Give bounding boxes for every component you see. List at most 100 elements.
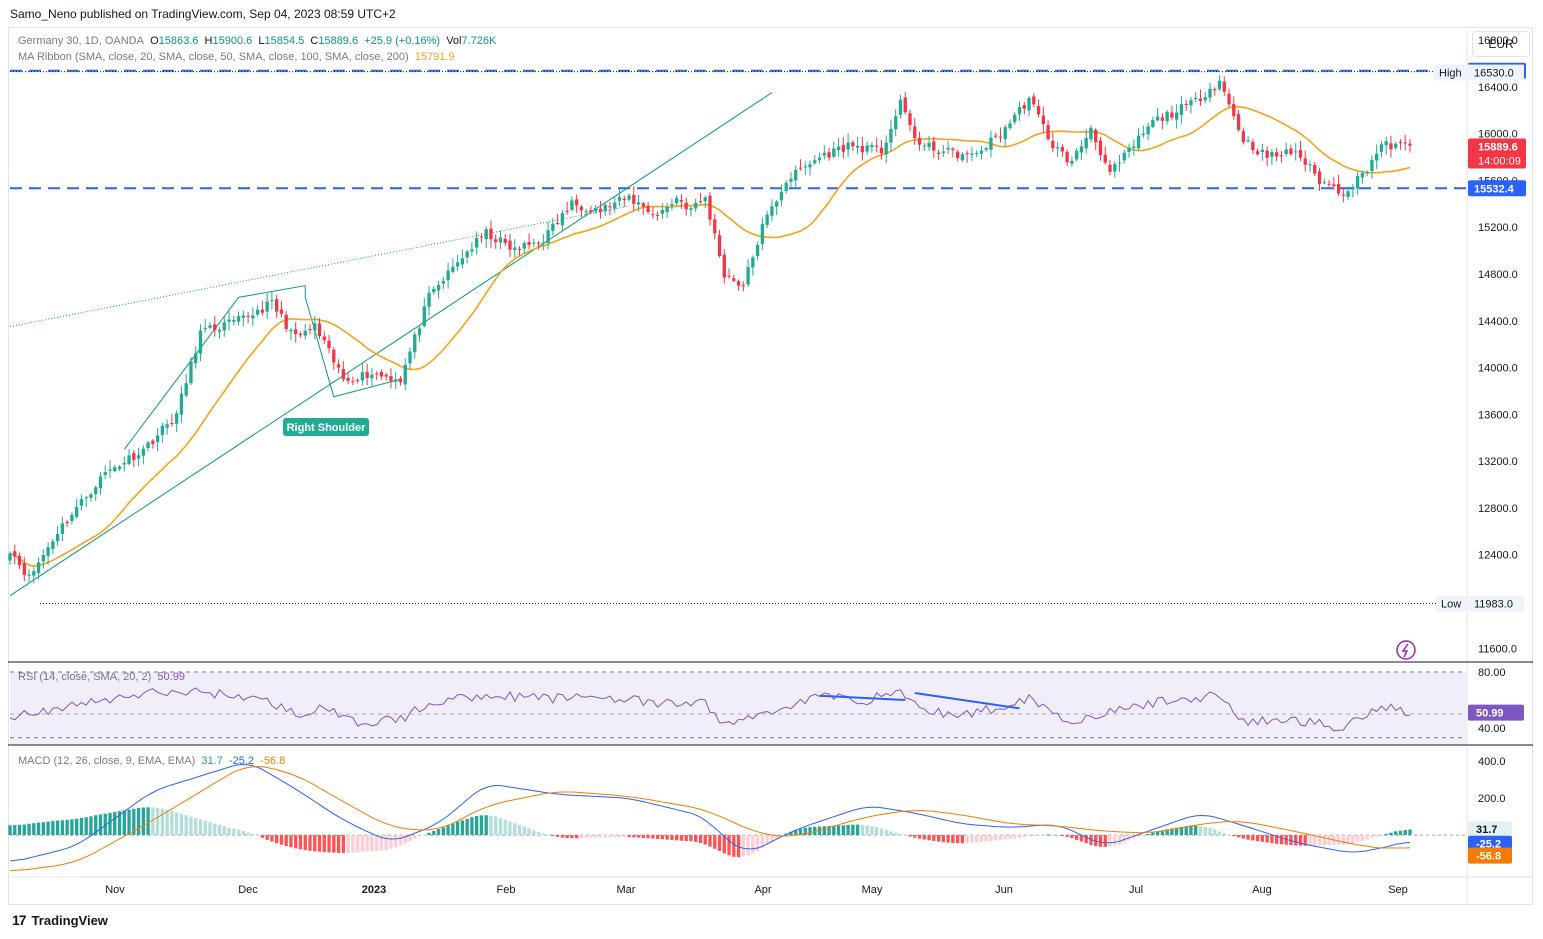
candle-body (870, 145, 874, 148)
candle-body (375, 373, 379, 375)
macd-histogram-bar (917, 835, 922, 839)
low-label-bg (1436, 595, 1468, 612)
macd-histogram-bar (1084, 835, 1088, 844)
macd-histogram-bar (1008, 835, 1012, 839)
macd-histogram-bar (79, 818, 84, 836)
rsi-legend: RSI (14, close, SMA, 20, 2) 50.99 (18, 671, 185, 683)
candle-body (765, 214, 769, 225)
candle-body (217, 329, 222, 332)
macd-histogram-bar (1375, 835, 1379, 837)
macd-histogram-bar (355, 835, 360, 853)
candle-body (998, 136, 1003, 138)
high-value-text: 16530.0 (1474, 68, 1514, 80)
macd-histogram-bar (436, 829, 441, 836)
macd-histogram-bar (55, 820, 60, 836)
macd-histogram-bar (13, 825, 17, 836)
macd-histogram-bar (703, 835, 707, 845)
macd-histogram-bar (760, 835, 765, 849)
candle-body (232, 320, 236, 322)
candle-body (475, 238, 479, 248)
macd-histogram-bar (155, 807, 160, 836)
candle-body (79, 499, 84, 506)
macd-histogram-bar (265, 835, 269, 840)
macd-histogram-bar (575, 835, 579, 839)
candle-body (1284, 149, 1288, 155)
macd-histogram-bar (160, 808, 165, 836)
macd-histogram-bar (46, 821, 50, 836)
macd-histogram-bar (1136, 835, 1141, 838)
candle-body (894, 116, 898, 130)
macd-histogram-bar (241, 831, 245, 836)
macd-histogram-bar (413, 835, 417, 839)
chart-frame (8, 27, 1533, 905)
candle-body (1189, 100, 1193, 106)
macd-histogram-bar (794, 830, 798, 836)
candle-body (1241, 131, 1245, 143)
candle-body (136, 455, 141, 459)
macd-tick-label: 400.0 (1478, 756, 1506, 768)
candle-body (98, 476, 103, 489)
macd-histogram-bar (1251, 835, 1255, 841)
candle-body (451, 266, 455, 272)
rsi-tick-label: 80.00 (1478, 667, 1506, 679)
candle-body (117, 466, 122, 470)
publish-caption: Samo_Neno published on TradingView.com, … (10, 7, 396, 21)
macd-histogram-bar (651, 835, 655, 839)
candle-body (389, 376, 393, 381)
candle-body (1070, 160, 1074, 164)
candle-body (1032, 96, 1036, 105)
candle-body (1027, 97, 1031, 111)
candle-body (203, 328, 207, 330)
candle-body (660, 209, 665, 214)
macd-histogram-bar (798, 828, 803, 836)
macd-histogram-bar (722, 835, 726, 854)
candle-body (294, 329, 298, 335)
candle-body (636, 202, 641, 205)
candle-body (398, 378, 403, 383)
footer[interactable]: 17 TradingView (12, 912, 108, 928)
macd-histogram-bar (1113, 835, 1117, 846)
candle-body (908, 113, 912, 126)
macd-histogram-bar (451, 823, 455, 836)
macd-histogram-bar (189, 816, 193, 836)
candle-body (1327, 183, 1331, 185)
candle-body (284, 314, 288, 329)
macd-histogram-bar (255, 835, 260, 837)
price-tick-label: 11600.0 (1478, 643, 1517, 655)
macd-histogram-bar (827, 825, 831, 836)
x-tick-label: Sep (1388, 884, 1408, 896)
candle-body (417, 328, 422, 336)
macd-histogram-bar (70, 819, 74, 836)
candle-body (522, 243, 526, 249)
macd-histogram-bar (908, 835, 912, 837)
support-tag-bg (1468, 180, 1526, 197)
candle-body (1017, 107, 1022, 115)
candle-body (989, 137, 993, 150)
macd-histogram-bar (665, 835, 669, 840)
candle-body (127, 455, 131, 464)
shoulder-label: Right Shoulder (287, 422, 367, 434)
macd-histogram-bar (932, 835, 936, 841)
signal-line (9, 766, 1411, 872)
macd-histogram-bar (146, 807, 150, 836)
neckline-dotted (9, 205, 630, 328)
low-label-text: Low (1441, 598, 1461, 610)
high-value: 15900.6 (212, 35, 253, 47)
candle-body (317, 323, 322, 336)
candle-body (598, 208, 603, 212)
candle-body (351, 381, 355, 383)
candle-body (308, 328, 312, 330)
macd-histogram-bar (151, 807, 155, 836)
candle-body (1136, 135, 1141, 149)
candle-body (970, 153, 974, 155)
macd-histogram-bar (1294, 835, 1298, 846)
price-tick-label: 16400.0 (1478, 82, 1518, 94)
macd-histogram-bar (1160, 830, 1165, 836)
candle-body (1351, 186, 1355, 190)
macd-histogram-bar (484, 815, 488, 836)
candle-body (1322, 182, 1326, 184)
currency-button[interactable]: EUR (1472, 31, 1530, 57)
macd-histogram-bar (994, 835, 998, 841)
candle-body (832, 148, 836, 157)
